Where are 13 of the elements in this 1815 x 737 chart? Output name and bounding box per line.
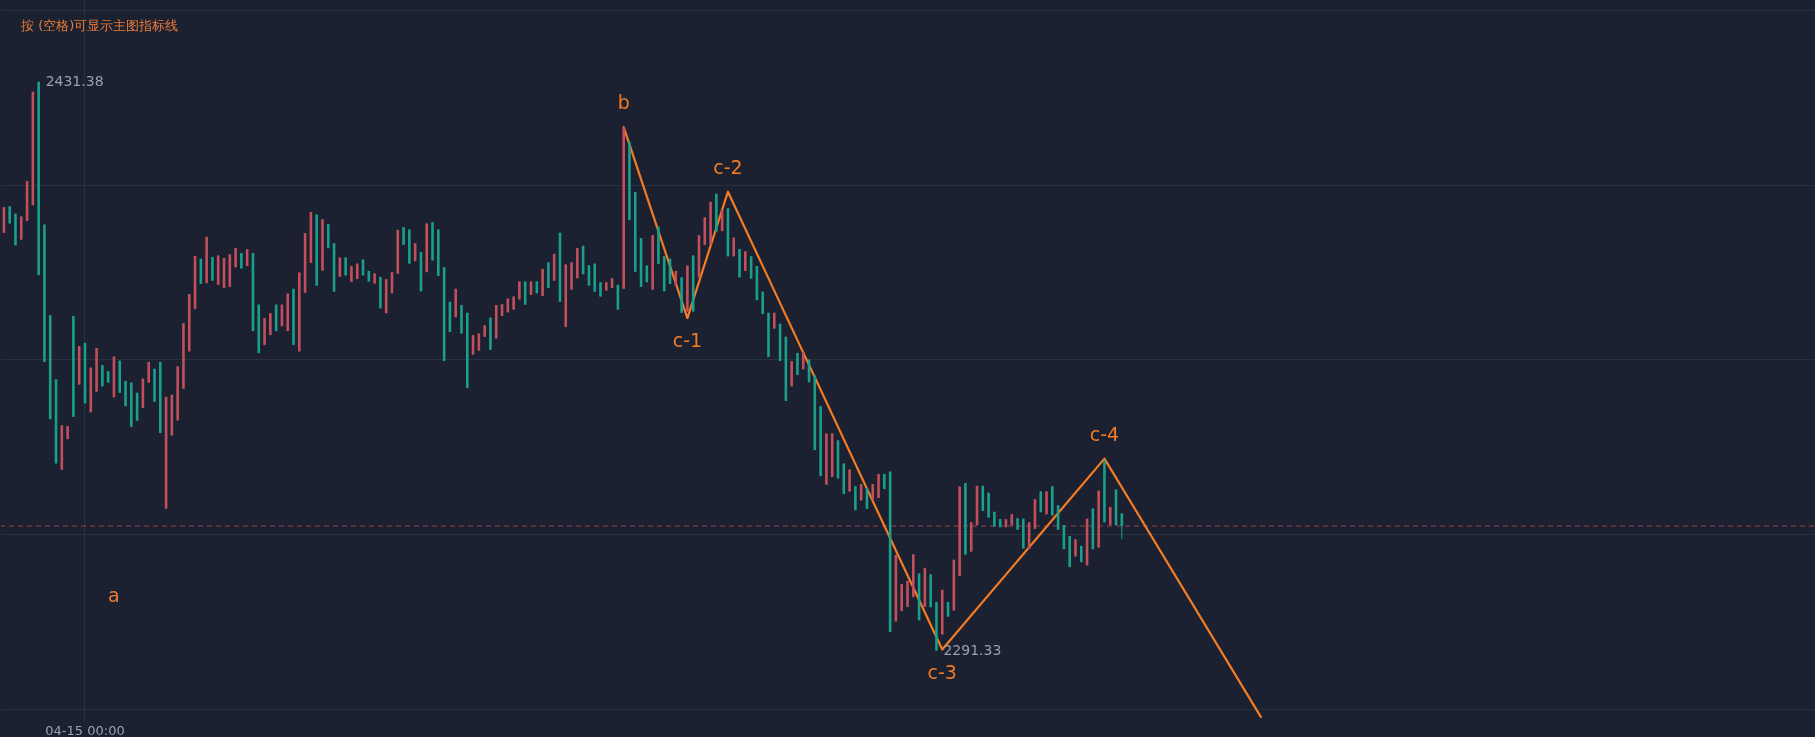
data-label: c-3: [927, 660, 957, 683]
data-label: c-1: [672, 329, 703, 352]
x-tick-label: 04-15 00:00: [45, 722, 125, 737]
annotation: 按 (空格)可显示主图指标线: [21, 18, 179, 33]
candlestick: [523, 280, 527, 306]
annotation: a: [108, 584, 120, 606]
data-label: b: [617, 91, 630, 114]
text: 2291.33: [943, 641, 1002, 658]
candlestick: [744, 250, 747, 272]
data-label: c-4: [1089, 422, 1120, 445]
candlestick: [211, 256, 214, 282]
data-label: c-2: [713, 155, 743, 178]
text: 2431.38: [45, 72, 104, 89]
